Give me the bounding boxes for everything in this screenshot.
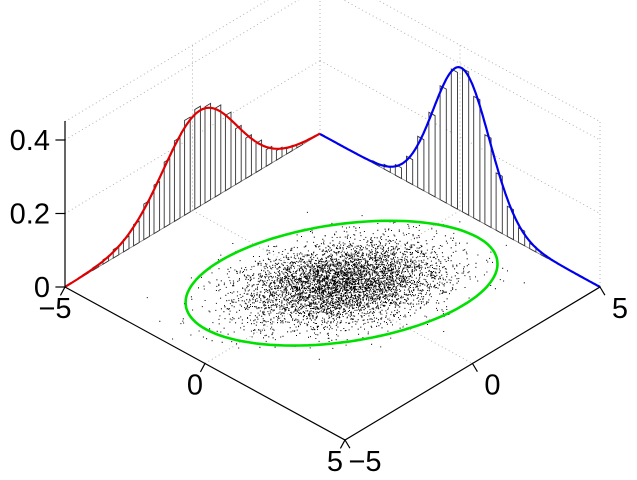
y-axis-tick-label: −5 — [348, 446, 381, 478]
z-axis-tick-label: 0 — [34, 272, 50, 304]
histogram-bar — [224, 111, 232, 192]
scatter-points — [146, 211, 525, 360]
histogram-bar — [473, 95, 481, 223]
y-axis-tick-label: 0 — [484, 370, 500, 402]
histogram-bar — [204, 102, 212, 204]
grid-lines — [64, 0, 601, 364]
histogram-bar — [163, 157, 171, 229]
y-axis-tick-label: 5 — [612, 293, 628, 325]
histogram-bar — [506, 205, 514, 241]
x-axis-tick-label: 5 — [327, 446, 343, 478]
histogram-bar — [194, 105, 201, 210]
density-curve-blue — [319, 65, 601, 288]
histogram-bar — [417, 135, 425, 192]
histogram-bar — [462, 67, 470, 216]
histogram-x-marginal — [372, 67, 548, 259]
histogram-bar — [133, 220, 140, 247]
histogram-bar — [275, 146, 283, 161]
histogram-bar — [184, 116, 191, 216]
histogram-bar — [439, 84, 447, 204]
x-axis-tick-label: −5 — [38, 293, 71, 325]
x-axis-tick-label: 0 — [187, 370, 203, 402]
z-axis-tick-label: 0.4 — [10, 125, 50, 157]
histogram-bar — [450, 68, 458, 210]
histogram-bar — [153, 180, 161, 235]
z-axis-tick-label: 0.2 — [10, 199, 50, 231]
histogram-bar — [265, 145, 273, 168]
histogram-bar — [484, 134, 492, 229]
confidence-ellipse — [184, 219, 499, 347]
histogram-bar — [394, 163, 402, 180]
histogram-bar — [214, 104, 222, 198]
histogram-bar — [245, 133, 252, 180]
histogram-bar — [495, 172, 503, 235]
histogram-bar — [406, 155, 414, 186]
histogram-bar — [173, 136, 181, 223]
histogram-bar — [255, 139, 263, 174]
density-curve-red — [64, 106, 321, 288]
histogram-bar — [235, 124, 242, 186]
histogram-y-marginal — [82, 102, 303, 278]
axes — [55, 120, 606, 449]
histogram-bar — [428, 111, 436, 198]
